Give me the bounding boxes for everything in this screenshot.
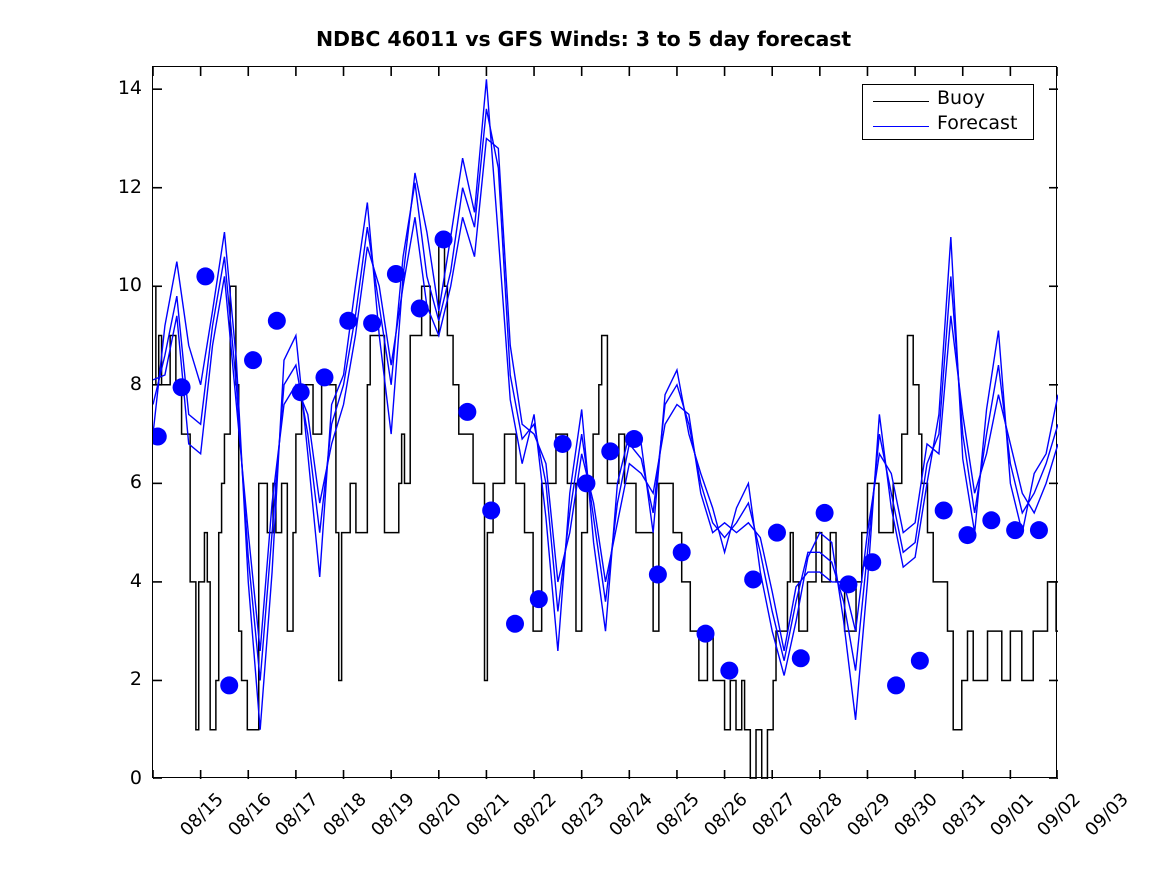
marker-point [458, 402, 477, 421]
marker-point [153, 427, 167, 446]
y-tick-label: 14 [117, 77, 142, 100]
marker-point [267, 311, 286, 330]
y-tick-label: 2 [129, 668, 142, 691]
x-tick-label: 08/19 [366, 789, 419, 841]
y-tick-label: 4 [129, 569, 142, 592]
x-tick-label: 08/20 [414, 789, 466, 841]
series-line [153, 236, 1058, 779]
marker-point [1006, 521, 1025, 540]
legend-line-swatch [873, 101, 929, 102]
marker-point [315, 368, 334, 387]
x-axis-ticks [153, 67, 1058, 779]
marker-point [434, 230, 453, 249]
x-tick-label: 08/15 [176, 789, 228, 841]
data-series-group [153, 79, 1058, 779]
marker-point [934, 501, 953, 520]
x-tick-label: 08/30 [890, 789, 943, 841]
marker-point [744, 570, 763, 589]
y-tick-label: 0 [129, 767, 142, 789]
marker-point [196, 267, 215, 286]
x-tick-label: 08/18 [319, 789, 371, 841]
marker-point [577, 474, 596, 493]
x-tick-label: 08/23 [557, 789, 609, 841]
marker-point [339, 311, 358, 330]
plot-area [152, 66, 1058, 779]
marker-point [220, 676, 239, 695]
y-tick-label: 8 [129, 372, 142, 395]
y-axis-tick-labels: 0 2 4 6 8 10 12 14 [82, 0, 142, 875]
marker-point [410, 299, 429, 318]
marker-point [910, 651, 929, 670]
marker-point [625, 430, 644, 449]
marker-points-group [153, 230, 1048, 695]
x-tick-label: 08/17 [271, 789, 323, 841]
series-line [153, 108, 1058, 681]
x-tick-label: 08/25 [652, 789, 705, 841]
marker-point [386, 264, 405, 283]
x-tick-label: 08/29 [843, 789, 895, 841]
legend-item: Forecast [863, 112, 1035, 139]
marker-point [648, 565, 667, 584]
marker-point [791, 649, 810, 668]
marker-point [982, 511, 1001, 530]
marker-point [720, 661, 739, 680]
x-tick-label: 08/22 [509, 789, 562, 841]
y-tick-label: 10 [117, 274, 142, 297]
marker-point [1029, 521, 1048, 540]
legend-item: Buoy [863, 87, 1035, 114]
x-tick-label: 09/03 [1081, 789, 1133, 841]
marker-point [863, 553, 882, 572]
marker-point [529, 590, 548, 609]
y-tick-label: 12 [117, 175, 142, 198]
plot-svg [153, 67, 1058, 779]
marker-point [244, 351, 263, 370]
marker-point [839, 575, 858, 594]
x-tick-label: 08/24 [604, 789, 657, 841]
marker-point [767, 523, 786, 542]
legend-label: Buoy [937, 87, 985, 109]
x-tick-label: 08/28 [795, 789, 847, 841]
marker-point [363, 314, 382, 333]
marker-point [958, 526, 977, 545]
series-line [153, 79, 1058, 730]
marker-point [696, 624, 715, 643]
y-tick-label: 6 [129, 471, 142, 494]
x-tick-label: 08/21 [461, 789, 514, 841]
x-tick-label: 08/16 [223, 789, 276, 841]
marker-point [672, 543, 691, 562]
x-tick-label: 09/02 [1033, 789, 1086, 841]
chart-legend: Buoy Forecast [862, 84, 1034, 140]
legend-label: Forecast [937, 112, 1018, 134]
x-tick-label: 08/27 [747, 789, 800, 841]
series-line [153, 137, 1058, 652]
marker-point [506, 614, 524, 633]
marker-point [815, 503, 834, 522]
marker-point [172, 378, 191, 397]
marker-point [553, 434, 572, 453]
marker-point [291, 383, 310, 402]
x-tick-label: 08/26 [700, 789, 752, 841]
marker-point [601, 442, 620, 461]
x-tick-label: 09/01 [985, 789, 1038, 841]
x-tick-label: 08/31 [938, 789, 990, 841]
marker-point [482, 501, 501, 520]
chart-title: NDBC 46011 vs GFS Winds: 3 to 5 day fore… [315, 27, 852, 51]
marker-point [887, 676, 906, 695]
legend-line-swatch [873, 126, 929, 127]
